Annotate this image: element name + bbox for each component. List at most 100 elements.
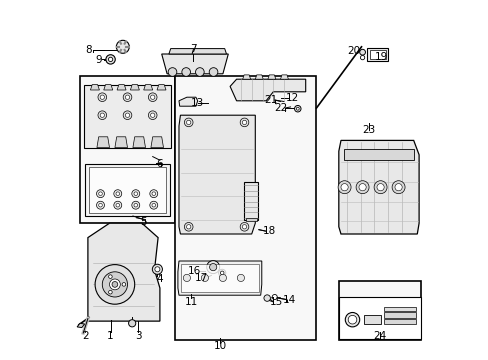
Circle shape: [96, 190, 104, 198]
Circle shape: [98, 111, 106, 120]
Circle shape: [186, 225, 190, 229]
Polygon shape: [179, 97, 197, 106]
Polygon shape: [267, 75, 275, 79]
Circle shape: [186, 120, 190, 125]
Bar: [363, 315, 381, 324]
Circle shape: [182, 68, 190, 76]
Polygon shape: [151, 137, 163, 148]
Text: 6: 6: [156, 159, 163, 169]
Circle shape: [99, 192, 102, 195]
Bar: [343, 149, 413, 160]
Circle shape: [209, 264, 216, 271]
Text: 23: 23: [361, 125, 375, 135]
Bar: [338, 281, 420, 340]
Circle shape: [345, 312, 359, 327]
Circle shape: [100, 113, 104, 117]
Polygon shape: [280, 75, 288, 79]
Polygon shape: [84, 85, 170, 148]
Text: 15: 15: [269, 297, 282, 307]
Text: 8: 8: [85, 45, 92, 55]
Bar: [369, 50, 385, 59]
Polygon shape: [178, 261, 261, 295]
Polygon shape: [133, 137, 145, 148]
Bar: [181, 264, 258, 292]
Circle shape: [209, 68, 218, 76]
Circle shape: [373, 181, 386, 194]
Circle shape: [112, 282, 118, 287]
Circle shape: [125, 113, 129, 117]
Circle shape: [123, 93, 132, 102]
Text: 19: 19: [374, 51, 387, 62]
Polygon shape: [242, 75, 250, 79]
Circle shape: [114, 201, 122, 209]
Polygon shape: [168, 49, 226, 54]
Text: 9: 9: [95, 55, 102, 65]
Circle shape: [132, 190, 140, 198]
Circle shape: [108, 57, 113, 62]
Circle shape: [108, 275, 112, 278]
Circle shape: [358, 184, 366, 191]
Bar: [80, 76, 175, 223]
Circle shape: [296, 107, 299, 110]
Text: 5: 5: [140, 217, 147, 228]
Circle shape: [347, 315, 356, 324]
Text: 17: 17: [194, 273, 207, 283]
Text: 2: 2: [82, 330, 88, 341]
Text: 11: 11: [184, 297, 198, 307]
Bar: [244, 182, 258, 220]
Circle shape: [155, 267, 160, 272]
Polygon shape: [162, 54, 228, 74]
Circle shape: [168, 68, 177, 76]
Circle shape: [116, 203, 120, 207]
Bar: [89, 167, 166, 213]
Circle shape: [109, 279, 120, 290]
Circle shape: [100, 95, 104, 99]
Text: 18: 18: [262, 226, 275, 236]
Circle shape: [98, 93, 106, 102]
Polygon shape: [88, 223, 160, 321]
Circle shape: [152, 192, 155, 195]
Circle shape: [134, 203, 137, 207]
Bar: [384, 312, 415, 318]
Circle shape: [237, 274, 244, 282]
Polygon shape: [97, 137, 109, 148]
Circle shape: [150, 95, 155, 99]
Circle shape: [218, 269, 225, 276]
Circle shape: [391, 181, 404, 194]
Circle shape: [96, 201, 104, 209]
Circle shape: [272, 294, 277, 300]
Bar: [85, 164, 170, 216]
Polygon shape: [255, 75, 263, 79]
Bar: [338, 297, 420, 339]
Circle shape: [206, 261, 219, 274]
Polygon shape: [157, 85, 166, 90]
Polygon shape: [117, 85, 126, 90]
Circle shape: [219, 274, 226, 282]
Bar: [384, 307, 415, 311]
Text: 24: 24: [372, 330, 386, 341]
Text: 7: 7: [190, 44, 196, 54]
Circle shape: [116, 40, 129, 53]
Circle shape: [264, 295, 270, 301]
Text: 21: 21: [263, 95, 277, 105]
Circle shape: [148, 93, 157, 102]
Polygon shape: [143, 85, 152, 90]
Circle shape: [99, 203, 102, 207]
Circle shape: [201, 274, 208, 282]
Circle shape: [152, 264, 162, 274]
Bar: [366, 48, 387, 61]
Circle shape: [240, 118, 248, 127]
Text: 22: 22: [273, 103, 286, 113]
Circle shape: [122, 283, 125, 286]
Text: 13: 13: [191, 98, 204, 108]
Circle shape: [195, 68, 204, 76]
Circle shape: [184, 118, 193, 127]
Circle shape: [95, 265, 134, 304]
Polygon shape: [115, 137, 127, 148]
Bar: [245, 218, 257, 221]
Circle shape: [359, 49, 365, 55]
Circle shape: [149, 190, 158, 198]
Text: 20: 20: [347, 46, 360, 56]
Polygon shape: [130, 85, 139, 90]
Polygon shape: [77, 323, 84, 328]
